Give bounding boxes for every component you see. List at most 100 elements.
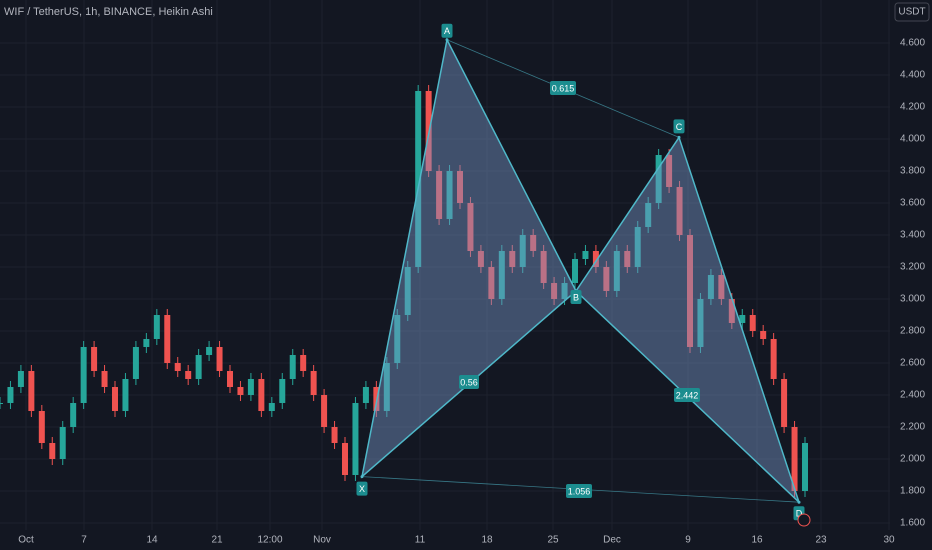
y-tick-label: 2.600 — [900, 358, 925, 369]
point-label: B — [573, 292, 579, 302]
candle — [342, 443, 348, 475]
candle — [247, 379, 254, 395]
candle — [91, 347, 98, 371]
y-tick-label: 2.800 — [900, 326, 925, 337]
candle — [613, 251, 620, 291]
point-label: C — [676, 122, 683, 132]
x-tick-label: 18 — [481, 535, 493, 546]
candle — [49, 443, 56, 459]
y-tick-label: 3.800 — [900, 166, 925, 177]
candle — [268, 403, 275, 411]
candle — [760, 331, 767, 339]
pattern-point — [445, 38, 449, 42]
candle — [603, 267, 610, 291]
candle — [122, 379, 129, 411]
x-tick-label: 9 — [685, 535, 691, 546]
y-tick-label: 1.600 — [900, 518, 925, 529]
pattern-point — [677, 135, 681, 139]
candle — [383, 363, 390, 411]
y-tick-label: 1.800 — [900, 486, 925, 497]
x-tick-label: Dec — [603, 535, 621, 546]
candle — [645, 203, 652, 227]
x-tick-label: 21 — [211, 535, 223, 546]
candle — [279, 379, 286, 403]
candle — [112, 387, 118, 411]
x-tick-label: 7 — [81, 535, 87, 546]
candle — [310, 371, 317, 395]
candle — [80, 347, 87, 403]
y-tick-label: 2.400 — [900, 390, 925, 401]
candle — [300, 355, 307, 371]
x-tick-label: Nov — [313, 535, 331, 546]
ratio-label: 0.615 — [552, 83, 575, 93]
candle — [509, 251, 516, 267]
x-tick-label: 16 — [751, 535, 763, 546]
candle — [0, 403, 3, 404]
candle — [540, 251, 547, 283]
candle — [143, 339, 150, 347]
candle — [394, 315, 401, 363]
point-label-box — [441, 23, 453, 38]
pattern-point — [797, 500, 801, 504]
y-tick-label: 4.600 — [900, 38, 925, 49]
currency[interactable]: USDT — [898, 7, 925, 18]
candle — [101, 371, 108, 387]
candle — [352, 403, 359, 475]
x-tick-label: 30 — [883, 535, 895, 546]
y-tick-label: 3.000 — [900, 294, 925, 305]
x-tick-label: 11 — [415, 535, 426, 546]
candle — [676, 187, 683, 235]
candle — [781, 379, 788, 427]
chart-title: WIF / TetherUS, 1h, BINANCE, Heikin Ashi — [4, 6, 213, 18]
candle — [561, 283, 568, 299]
candle — [802, 443, 808, 491]
candle — [572, 259, 578, 283]
candle — [446, 171, 453, 219]
candle — [687, 235, 693, 347]
candle — [749, 315, 756, 331]
candle — [174, 363, 181, 371]
ratio-label-box — [459, 375, 479, 389]
y-tick-label: 3.400 — [900, 230, 925, 241]
grid — [0, 0, 890, 530]
candle — [634, 227, 641, 267]
candle — [488, 267, 495, 299]
ratio-label-box — [550, 81, 576, 95]
candle — [331, 427, 338, 443]
candle — [739, 315, 746, 323]
pattern-xab — [360, 37, 577, 479]
candle — [185, 371, 192, 379]
point-label-box — [673, 119, 685, 134]
candle — [237, 387, 244, 395]
y-tick-label: 4.000 — [900, 134, 925, 145]
ratio-label: 1.056 — [568, 486, 591, 496]
candle — [132, 347, 139, 379]
ratio-label-box — [566, 484, 592, 498]
y-tick-label: 2.200 — [900, 422, 925, 433]
y-tick-label: 3.200 — [900, 262, 925, 273]
currency-box[interactable] — [894, 2, 930, 22]
candle — [519, 235, 526, 267]
candle — [718, 275, 725, 299]
ratio-label-box — [674, 388, 700, 402]
x-tick-label: 25 — [547, 535, 559, 546]
candle — [770, 339, 777, 379]
candle — [707, 275, 714, 299]
candle — [362, 387, 369, 403]
candle — [216, 347, 223, 371]
point-label: D — [796, 509, 803, 519]
point-label: A — [444, 26, 450, 36]
candle — [59, 427, 66, 459]
candle — [457, 171, 463, 203]
pattern: X A B C D 0.615 0.56 2.442 1.056 — [356, 23, 805, 521]
candle — [164, 315, 171, 363]
x-tick-label: 12:00 — [257, 535, 282, 546]
candles — [0, 85, 808, 497]
x-tick-label: 23 — [815, 535, 827, 546]
candle — [227, 371, 233, 387]
candle — [321, 395, 328, 427]
alert-icon — [797, 513, 811, 527]
candle — [436, 171, 443, 219]
candle — [624, 251, 631, 267]
pattern-point — [360, 475, 364, 479]
